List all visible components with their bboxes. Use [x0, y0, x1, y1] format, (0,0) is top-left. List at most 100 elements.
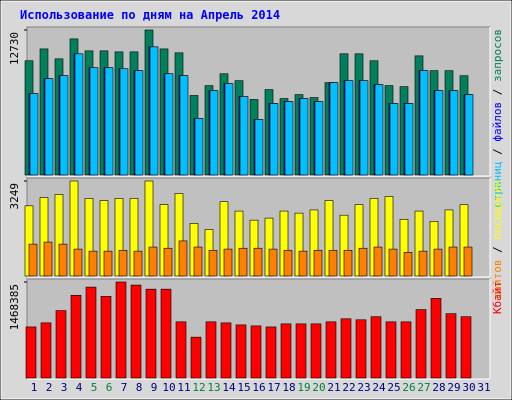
bar: [344, 80, 354, 176]
bar: [359, 80, 369, 176]
bar: [160, 288, 172, 379]
bar: [238, 247, 248, 277]
bar: [193, 246, 203, 277]
x-tick-label: 17: [267, 381, 280, 394]
bar: [85, 286, 97, 379]
bar: [358, 247, 368, 277]
bar: [133, 250, 143, 277]
bar: [310, 323, 322, 379]
legend-separator: /: [491, 142, 504, 162]
bar: [148, 246, 158, 277]
bar: [239, 96, 249, 176]
bar: [389, 103, 399, 176]
bar: [130, 284, 142, 379]
legend: Кбайт: [491, 281, 504, 314]
legend-entry: сайтов: [491, 259, 504, 299]
x-tick-label: 2: [46, 381, 53, 394]
bar: [404, 103, 414, 176]
chart-title: Использование по дням на Апрель 2014: [20, 8, 280, 22]
x-tick-label: 21: [327, 381, 340, 394]
bar: [163, 247, 173, 277]
bar: [325, 321, 337, 379]
bar: [55, 310, 67, 379]
bar: [59, 75, 69, 176]
bar: [328, 249, 338, 277]
x-tick-label: 24: [372, 381, 386, 394]
x-tick-label: 5: [91, 381, 98, 394]
bar: [134, 70, 144, 176]
x-tick-label: 11: [177, 381, 190, 394]
x-tick-label: 29: [447, 381, 460, 394]
bar: [283, 249, 293, 277]
bar: [250, 325, 262, 379]
bar: [370, 316, 382, 379]
bar: [73, 248, 83, 277]
bar: [448, 246, 458, 277]
y-tick-label: 3249: [8, 183, 21, 210]
bar: [104, 67, 114, 176]
x-tick-label: 19: [297, 381, 310, 394]
x-tick-label: 16: [252, 381, 265, 394]
y-tick-label: 12730: [8, 32, 21, 65]
bar: [269, 103, 279, 176]
bar: [58, 243, 68, 277]
bar: [235, 324, 247, 379]
legend-entry: Кбайт: [491, 281, 504, 314]
bar: [115, 281, 127, 379]
bar: [434, 90, 444, 176]
x-tick-label: 26: [402, 381, 415, 394]
bar: [374, 84, 384, 176]
x-tick-label: 10: [162, 381, 175, 394]
x-tick-label: 13: [207, 381, 220, 394]
legend-separator: /: [491, 82, 504, 102]
bar: [388, 248, 398, 277]
legend-entry: запросов: [491, 29, 504, 82]
bar: [254, 119, 264, 176]
bar: [449, 90, 459, 176]
bar: [28, 243, 38, 277]
bar: [253, 247, 263, 277]
bar: [25, 326, 37, 379]
x-tick-label: 23: [357, 381, 370, 394]
x-tick-label: 25: [387, 381, 400, 394]
bar: [415, 309, 427, 379]
legend-entry: файлов: [491, 102, 504, 142]
x-tick-label: 9: [151, 381, 158, 394]
x-tick-label: 7: [121, 381, 128, 394]
bar: [419, 70, 429, 176]
bar: [40, 322, 52, 379]
bar: [88, 250, 98, 277]
bar: [223, 248, 233, 277]
bar: [299, 98, 309, 176]
bar: [224, 83, 234, 176]
x-tick-label: 18: [282, 381, 295, 394]
bar: [74, 53, 84, 176]
legend: сайтов / посещений: [491, 180, 504, 299]
bar: [89, 67, 99, 176]
bar: [313, 249, 323, 277]
x-tick-label: 1: [31, 381, 38, 394]
bar: [418, 250, 428, 277]
legend-entry: страниц: [491, 161, 504, 207]
x-tick-label: 30: [462, 381, 475, 394]
legend-entry: посещений: [491, 180, 504, 240]
bar: [194, 118, 204, 176]
bar: [355, 319, 367, 379]
bar: [400, 321, 412, 379]
x-tick-label: 28: [432, 381, 445, 394]
bar: [373, 246, 383, 277]
legend-separator: /: [491, 240, 504, 260]
bar: [190, 336, 202, 379]
bar: [343, 249, 353, 277]
bar: [145, 288, 157, 379]
bar: [314, 101, 324, 176]
x-tick-label: 15: [237, 381, 250, 394]
bar: [460, 316, 472, 379]
bar: [265, 326, 277, 379]
bar: [100, 295, 112, 379]
x-tick-label: 20: [312, 381, 325, 394]
bar: [44, 78, 54, 176]
